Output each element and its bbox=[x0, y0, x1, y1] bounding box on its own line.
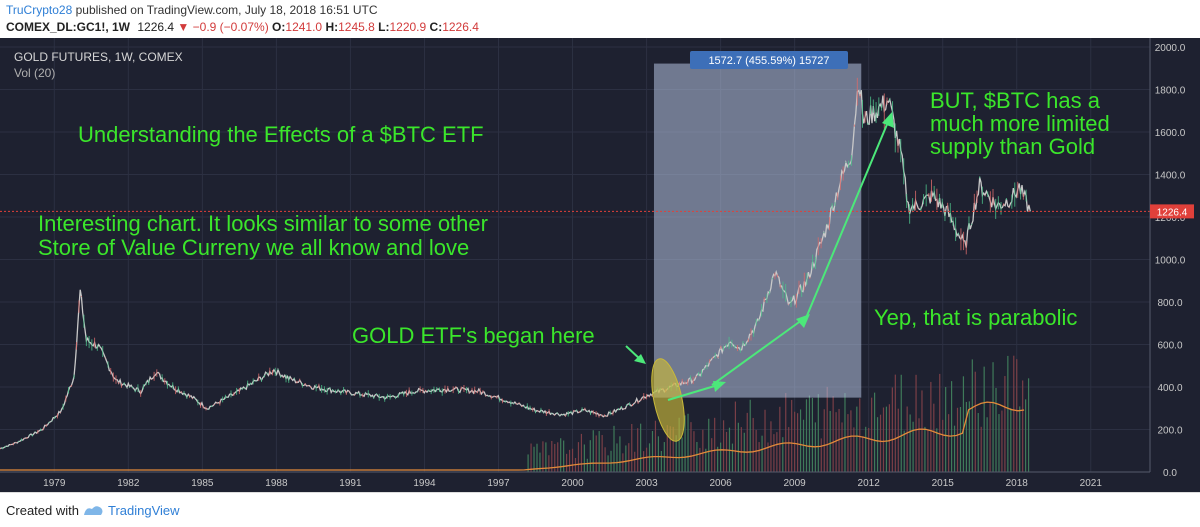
annotation-btc-2: much more limited bbox=[930, 111, 1110, 136]
down-triangle-icon: ▼ bbox=[177, 20, 190, 34]
change-value: −0.9 (−0.07%) bbox=[192, 20, 269, 34]
annotation-btc-3: supply than Gold bbox=[930, 134, 1095, 159]
x-tick-label: 2003 bbox=[635, 478, 658, 489]
volume-label: Vol (20) bbox=[14, 66, 55, 80]
annotation-parabolic: Yep, that is parabolic bbox=[874, 305, 1077, 330]
high-value: 1245.8 bbox=[338, 20, 375, 34]
x-tick-label: 2015 bbox=[932, 478, 955, 489]
volume-histogram bbox=[0, 355, 1030, 472]
volume-ma-line bbox=[0, 401, 1025, 471]
y-tick-label: 600.0 bbox=[1157, 341, 1182, 352]
x-tick-label: 1979 bbox=[43, 478, 66, 489]
created-with-label: Created with bbox=[6, 503, 79, 518]
last-price-tag-label: 1226.4 bbox=[1157, 207, 1188, 218]
close-value: 1226.4 bbox=[442, 20, 479, 34]
footer: Created with TradingView bbox=[0, 492, 1200, 527]
x-tick-label: 1985 bbox=[191, 478, 214, 489]
annotation-interesting-1: Interesting chart. It looks similar to s… bbox=[38, 211, 488, 236]
x-tick-label: 1991 bbox=[339, 478, 362, 489]
close-label: C: bbox=[429, 20, 443, 34]
y-tick-label: 1000.0 bbox=[1155, 256, 1186, 267]
annotation-interesting-2: Store of Value Curreny we all know and l… bbox=[38, 235, 469, 260]
y-tick-label: 2000.0 bbox=[1155, 43, 1186, 54]
y-tick-label: 400.0 bbox=[1157, 383, 1182, 394]
chart-header: TruCrypto28 published on TradingView.com… bbox=[0, 0, 1200, 38]
y-tick-label: 1600.0 bbox=[1155, 128, 1186, 139]
x-tick-label: 1997 bbox=[487, 478, 510, 489]
price-axis: 0.0 200.0 400.0 600.0 800.0 1000.0 1200.0 1400.… bbox=[1155, 43, 1186, 479]
x-tick-label: 2018 bbox=[1006, 478, 1029, 489]
x-tick-label: 2009 bbox=[784, 478, 807, 489]
x-tick-label: 2006 bbox=[709, 478, 732, 489]
x-tick-label: 1994 bbox=[413, 478, 436, 489]
ohlc-line: COMEX_DL:GC1!, 1W 1226.4 ▼ −0.9 (−0.07%)… bbox=[6, 20, 479, 34]
measure-box bbox=[653, 63, 862, 398]
annotation-title: Understanding the Effects of a $BTC ETF bbox=[78, 122, 484, 147]
y-tick-label: 200.0 bbox=[1157, 426, 1182, 437]
time-axis: 1979 1982 1985 1988 1991 1994 1997 2000 2003 2006… bbox=[43, 478, 1102, 489]
measure-label: 1572.7 (455.59%) 15727 bbox=[690, 51, 848, 69]
y-tick-label: 1200.0 bbox=[1155, 213, 1186, 224]
annotation-etf: GOLD ETF's began here bbox=[352, 323, 595, 348]
last-price-tag: 1226.4 bbox=[1150, 204, 1194, 219]
price-series-line bbox=[0, 89, 1031, 450]
annotation-btc-1: BUT, $BTC has a bbox=[930, 88, 1101, 113]
price-series-group bbox=[0, 77, 1031, 450]
x-tick-label: 2021 bbox=[1080, 478, 1103, 489]
publish-line: TruCrypto28 published on TradingView.com… bbox=[6, 3, 378, 17]
parabolic-arrow-3 bbox=[805, 112, 894, 319]
publish-info: published on TradingView.com, July 18, 2… bbox=[75, 3, 378, 17]
low-label: L: bbox=[378, 20, 390, 34]
high-label: H: bbox=[325, 20, 339, 34]
author-link[interactable]: TruCrypto28 bbox=[6, 3, 73, 17]
open-value: 1241.0 bbox=[285, 20, 323, 34]
tradingview-logo-icon bbox=[84, 506, 103, 515]
open-label: O: bbox=[272, 20, 286, 34]
instrument-label: GOLD FUTURES, 1W, COMEX bbox=[14, 50, 183, 64]
y-tick-label: 1400.0 bbox=[1155, 171, 1186, 182]
price-chart[interactable]: 0.0 200.0 400.0 600.0 800.0 1000.0 1200.0 1400.… bbox=[0, 38, 1200, 492]
measure-label-text: 1572.7 (455.59%) 15727 bbox=[708, 55, 829, 67]
y-tick-label: 1800.0 bbox=[1155, 86, 1186, 97]
tradingview-link[interactable]: TradingView bbox=[108, 503, 180, 518]
parabolic-arrow-1 bbox=[667, 381, 726, 401]
x-tick-label: 2012 bbox=[858, 478, 881, 489]
symbol-label: COMEX_DL:GC1!, 1W bbox=[6, 20, 131, 34]
x-tick-label: 1988 bbox=[265, 478, 288, 489]
low-value: 1220.9 bbox=[389, 20, 427, 34]
last-price: 1226.4 bbox=[137, 20, 175, 34]
chart-canvas[interactable]: 0.0 200.0 400.0 600.0 800.0 1000.0 1200.0 1400.… bbox=[0, 38, 1200, 492]
y-tick-label: 800.0 bbox=[1157, 298, 1182, 309]
x-tick-label: 1982 bbox=[117, 478, 140, 489]
y-tick-label: 0.0 bbox=[1163, 468, 1177, 479]
arrow-to-ellipse bbox=[625, 345, 646, 364]
x-tick-label: 2000 bbox=[561, 478, 584, 489]
